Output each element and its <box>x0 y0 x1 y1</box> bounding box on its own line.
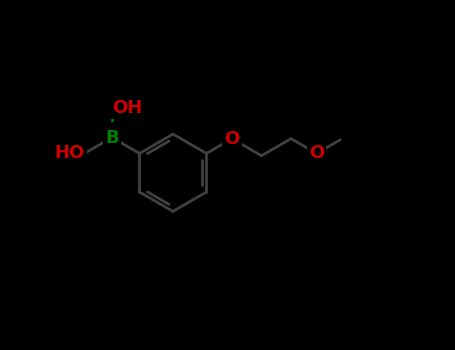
Text: O: O <box>309 145 324 162</box>
Text: HO: HO <box>54 145 84 162</box>
Text: B: B <box>105 128 119 147</box>
Text: OH: OH <box>112 99 142 117</box>
Text: O: O <box>224 130 240 148</box>
